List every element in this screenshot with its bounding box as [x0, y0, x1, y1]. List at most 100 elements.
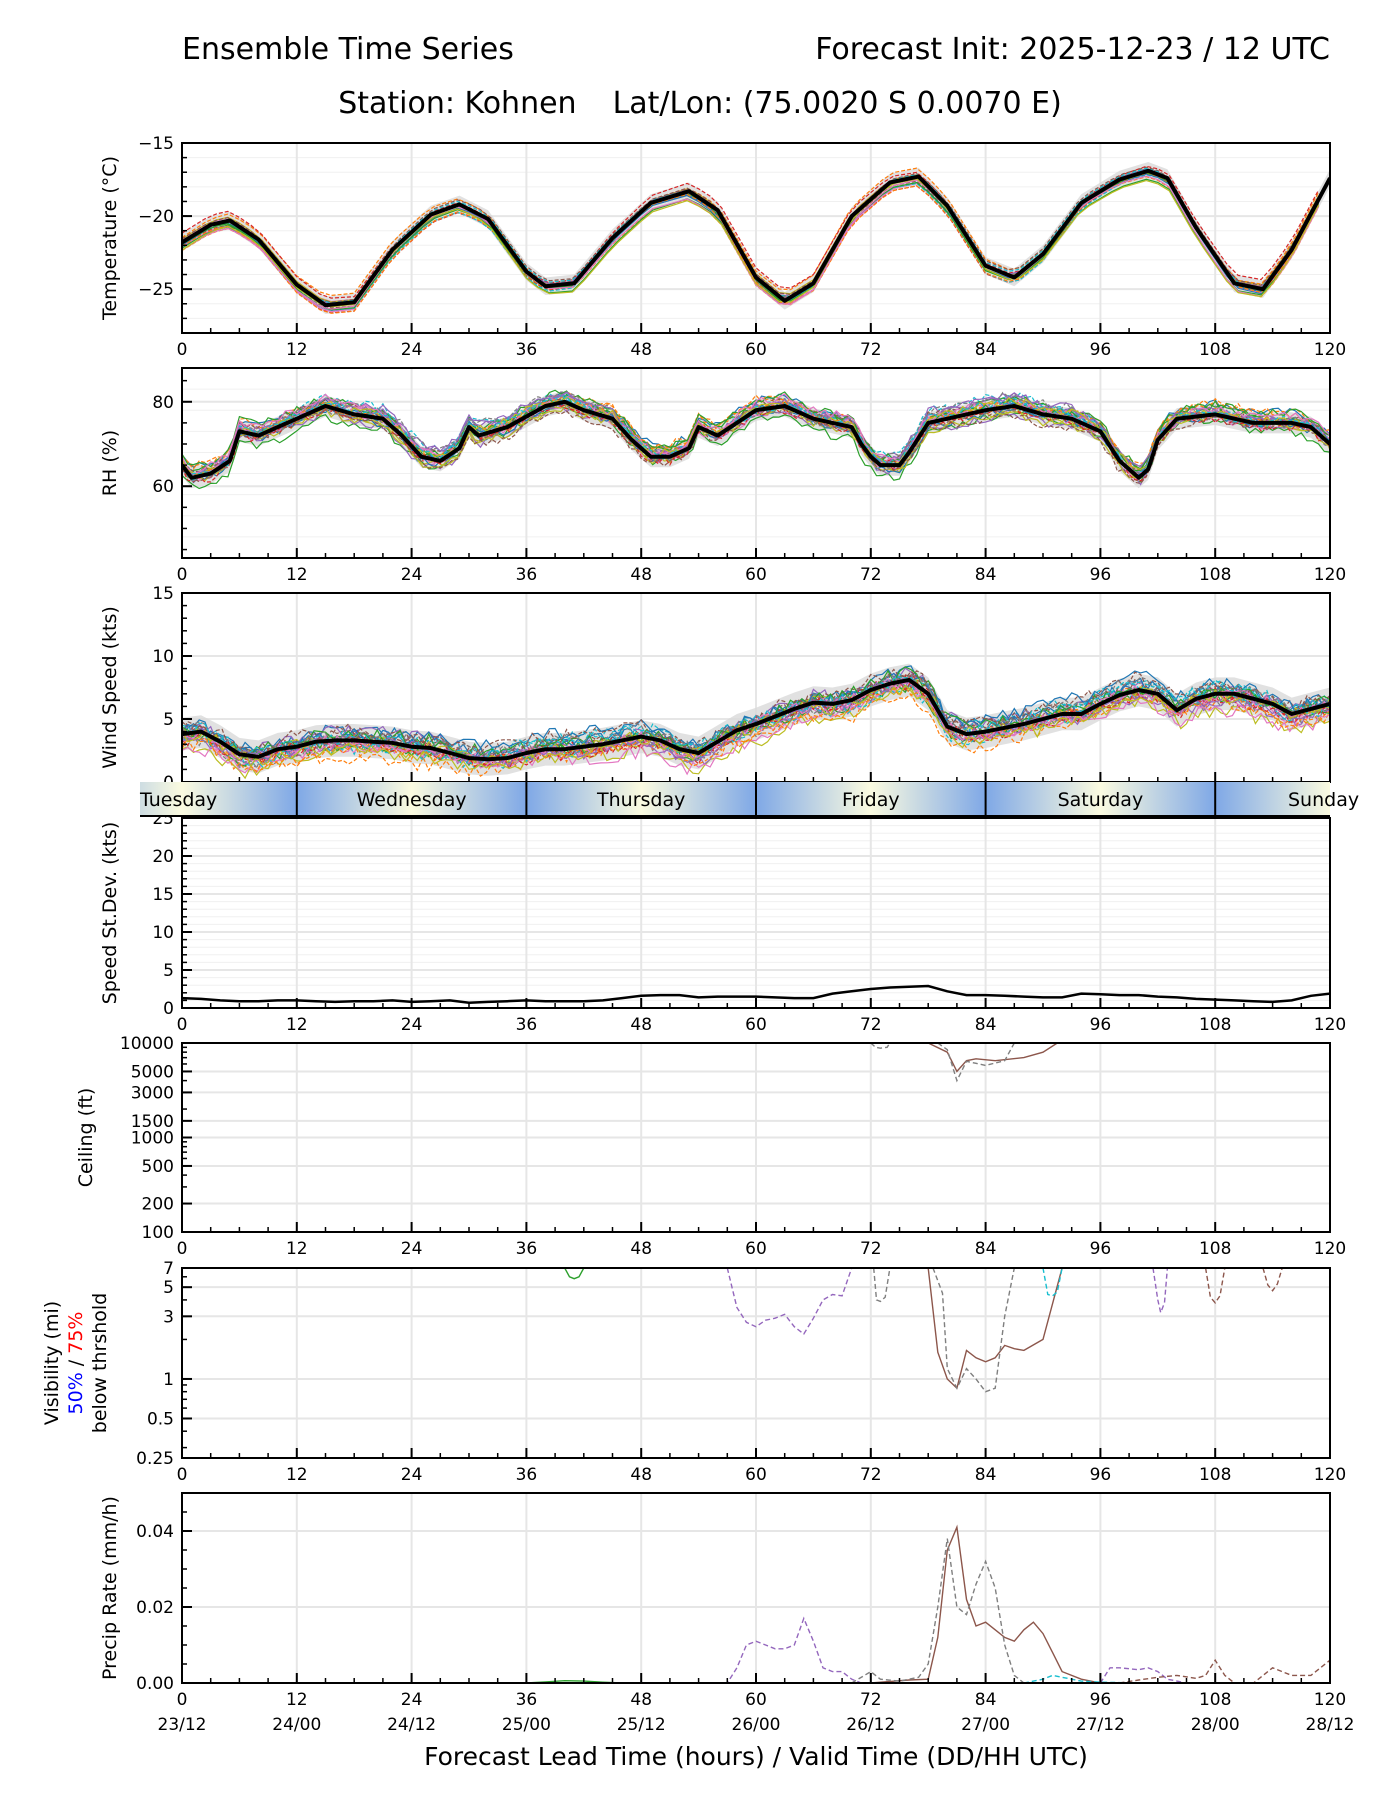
y-axis-label: Speed St.Dev. (kts) — [99, 822, 121, 1005]
y-tick-label: 200 — [142, 1195, 174, 1215]
forecast-init: Forecast Init: 2025-12-23 / 12 UTC — [815, 32, 1330, 67]
ensemble-member-line — [182, 168, 1320, 305]
x-tick-label: 24 — [401, 565, 423, 585]
y-tick-label: 0.5 — [147, 1409, 174, 1429]
member-line — [937, 1043, 1015, 1083]
x-tick-label: 0 — [177, 1015, 188, 1035]
y-axis-label: Visibility (mi) — [41, 1301, 63, 1425]
x-tick-label: 84 — [975, 1239, 997, 1259]
y-axis-label: Precip Rate (mm/h) — [99, 1496, 121, 1680]
y-tick-label: 0.00 — [136, 1674, 174, 1694]
x-tick-label: 96 — [1090, 1465, 1112, 1485]
x-tick-label: 84 — [975, 1015, 997, 1035]
day-segment — [985, 782, 1216, 816]
panel-temperature: −25 −20 −15 0 12 24 36 48 60 72 84 96 108 120 Temperat… — [99, 134, 1346, 360]
x-tick-label: 108 — [1199, 1015, 1231, 1035]
x-tick-label: 60 — [745, 1690, 767, 1710]
y-tick-label: 60 — [152, 477, 174, 497]
ensemble-member-line — [182, 168, 1320, 305]
y-axis-label: Wind Speed (kts) — [99, 606, 121, 769]
x-tick-label: 0 — [177, 1239, 188, 1259]
ensemble-member-line — [182, 171, 1320, 306]
y-tick-label: 15 — [152, 584, 174, 604]
ensemble-member-line — [182, 178, 1320, 307]
y-tick-label: 1 — [163, 1370, 174, 1390]
y-tick-label: 10 — [152, 647, 174, 667]
x-tick-label: 84 — [975, 1690, 997, 1710]
y-tick-label: 100 — [142, 1223, 174, 1243]
ensemble-member-line — [182, 173, 1320, 307]
day-segment — [140, 782, 297, 816]
day-segment — [296, 782, 527, 816]
x-tick-label: 108 — [1199, 1239, 1231, 1259]
ensemble-member-line — [182, 172, 1320, 314]
ensemble-member-line — [182, 672, 1330, 760]
ensemble-member-line — [182, 165, 1320, 299]
ensemble-member-line — [182, 171, 1320, 306]
x-tick-label: 60 — [745, 1015, 767, 1035]
day-band: Tuesday Wednesday Thursday Friday Saturday Su… — [139, 782, 1359, 817]
ensemble-member-line — [182, 689, 1330, 777]
plot-area-temperature — [182, 162, 1330, 314]
ensemble-member-line — [182, 680, 1330, 770]
x-tick-label: 120 — [1314, 340, 1346, 360]
member-line — [1099, 1667, 1187, 1683]
day-label: Saturday — [1058, 789, 1144, 811]
x-tick-label: 36 — [516, 565, 538, 585]
ensemble-member-line — [182, 171, 1320, 307]
x-tick-label: 72 — [860, 1690, 882, 1710]
valid-time-label: 25/00 — [502, 1715, 551, 1735]
x-tick-label: 36 — [516, 1015, 538, 1035]
threshold-sub-label: below thrshold — [89, 1293, 111, 1433]
valid-time-label: 27/00 — [961, 1715, 1010, 1735]
x-tick-label: 120 — [1314, 1690, 1346, 1710]
plot-area-wind_speed — [182, 663, 1330, 780]
valid-time-label: 23/12 — [158, 1715, 207, 1735]
x-tick-label: 48 — [630, 565, 652, 585]
x-tick-label: 0 — [177, 340, 188, 360]
ensemble-member-line — [182, 173, 1320, 314]
panel-rh: 60 80 0 12 24 36 48 60 72 84 96 108 120 RH (%) — [99, 367, 1346, 585]
x-tick-label: 12 — [286, 565, 308, 585]
x-tick-label: 108 — [1199, 340, 1231, 360]
member-line — [1119, 1658, 1330, 1683]
ensemble-member-line — [182, 171, 1320, 306]
y-tick-label: 7 — [163, 1259, 174, 1279]
member-line — [927, 1268, 1063, 1390]
y-tick-label: 0 — [163, 999, 174, 1019]
x-tick-label: 108 — [1199, 1465, 1231, 1485]
ensemble-member-line — [182, 169, 1320, 306]
member-line — [1262, 1268, 1283, 1292]
day-label: Thursday — [596, 789, 685, 811]
ensemble-member-line — [182, 172, 1320, 309]
x-tick-label: 36 — [516, 1239, 538, 1259]
x-tick-label: 48 — [630, 1239, 652, 1259]
day-segment — [756, 782, 986, 816]
x-tick-label: 12 — [286, 1690, 308, 1710]
ensemble-member-line — [182, 167, 1320, 304]
member-line — [932, 1268, 1015, 1393]
y-tick-label: 10000 — [120, 1034, 174, 1054]
x-tick-label: 0 — [177, 1465, 188, 1485]
x-tick-label: 108 — [1199, 565, 1231, 585]
ensemble-member-line — [182, 172, 1320, 306]
x-tick-label: 60 — [745, 1239, 767, 1259]
x-tick-label: 12 — [286, 1015, 308, 1035]
x-tick-label: 60 — [745, 565, 767, 585]
y-tick-label: 1500 — [131, 1112, 174, 1132]
x-axis-label: Forecast Lead Time (hours) / Valid Time … — [424, 1742, 1088, 1771]
y-tick-label: 5 — [163, 961, 174, 981]
day-segment — [1215, 782, 1330, 816]
x-tick-label: 24 — [401, 1465, 423, 1485]
day-label: Sunday — [1288, 789, 1359, 811]
ensemble-mean-line — [182, 168, 1330, 308]
y-axis-label: RH (%) — [99, 430, 121, 496]
x-tick-label: 48 — [630, 340, 652, 360]
plot-area-visibility — [564, 1268, 1283, 1393]
x-tick-label: 24 — [401, 1015, 423, 1035]
ensemble-mean-line — [182, 677, 1330, 762]
y-tick-label: −15 — [138, 134, 174, 154]
member-line — [1152, 1268, 1169, 1315]
member-line — [708, 1616, 871, 1683]
